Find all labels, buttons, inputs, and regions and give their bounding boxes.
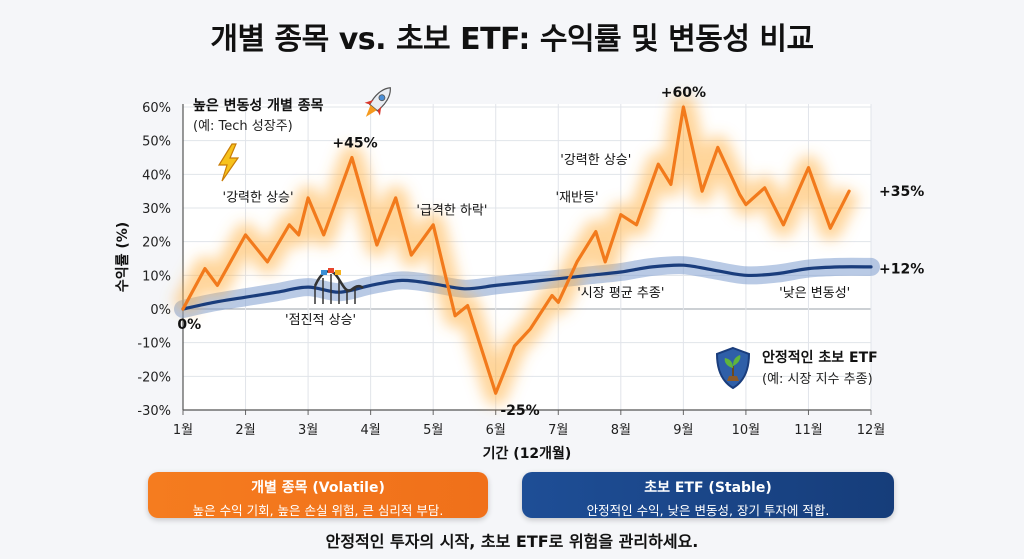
- x-tick-label: 5월: [423, 423, 443, 438]
- x-tick-label: 3월: [298, 423, 318, 438]
- annotations: +45% +60% -25% 0% +35% +12% '강력한 상승' '급격한 하락' '강…: [177, 85, 924, 419]
- x-axis-label: 기간 (12개월): [483, 445, 572, 462]
- annotation-label: '시장 평균 추종': [577, 286, 664, 301]
- legend-stable-desc: 안정적인 수익, 낮은 변동성, 장기 투자에 적합.: [586, 503, 830, 518]
- y-tick-label: 10%: [142, 269, 171, 284]
- volatile-series-line: [181, 105, 851, 395]
- y-tick-label: 0%: [150, 303, 171, 318]
- annotation-label: -25%: [500, 403, 539, 419]
- legend-stable: 초보 ETF (Stable) 안정적인 수익, 낮은 변동성, 장기 투자에 …: [522, 472, 894, 518]
- y-axis: -30% -20% -10% 0% 10% 20% 30% 40% 50% 60%: [137, 101, 184, 419]
- stable-series-name: 안정적인 초보 ETF: [762, 349, 878, 366]
- y-tick-label: 60%: [142, 101, 171, 116]
- y-axis-label: 수익률 (%): [114, 222, 131, 292]
- volatile-series-subtitle: (예: Tech 성장주): [193, 119, 293, 134]
- legend-volatile: 개별 종목 (Volatile) 높은 수익 기회, 높은 손실 위험, 큰 심…: [148, 472, 488, 518]
- annotation-label: +45%: [332, 136, 377, 152]
- y-tick-label: 40%: [142, 168, 171, 183]
- annotation-label: +60%: [661, 85, 706, 101]
- rollercoaster-icon: [313, 268, 364, 304]
- y-tick-label: -30%: [137, 404, 171, 419]
- x-tick-label: 10월: [732, 423, 761, 438]
- y-tick-label: 20%: [142, 236, 171, 251]
- x-tick-label: 2월: [235, 423, 255, 438]
- x-tick-label: 7월: [548, 423, 568, 438]
- annotation-label: +12%: [879, 262, 924, 278]
- x-tick-label: 8월: [611, 423, 631, 438]
- y-tick-label: -20%: [137, 370, 171, 385]
- page-title: 개별 종목 vs. 초보 ETF: 수익률 및 변동성 비교: [210, 22, 814, 57]
- annotation-label: '급격한 하락': [416, 204, 487, 219]
- stable-line-path: [181, 263, 873, 311]
- annotation-label: '강력한 상승': [223, 190, 294, 205]
- footer-tagline: 안정적인 투자의 시작, 초보 ETF로 위험을 관리하세요.: [325, 532, 699, 551]
- rocket-icon: [364, 87, 391, 117]
- x-tick-label: 11월: [794, 423, 823, 438]
- stable-series-subtitle: (예: 시장 지수 추종): [762, 372, 873, 387]
- y-tick-label: -10%: [137, 337, 171, 352]
- annotation-label: '재반등': [556, 190, 599, 205]
- x-axis: 1월 2월 3월 4월 5월 6월 7월 8월 9월 10월 11월 12월: [173, 409, 886, 438]
- annotation-label: '낮은 변동성': [779, 286, 850, 301]
- x-tick-label: 6월: [486, 423, 506, 438]
- x-tick-label: 4월: [361, 423, 381, 438]
- stable-series-line: [181, 263, 873, 311]
- legend-volatile-title: 개별 종목 (Volatile): [251, 480, 385, 496]
- legend-stable-title: 초보 ETF (Stable): [644, 480, 772, 496]
- y-tick-label: 30%: [142, 202, 171, 217]
- legend-volatile-desc: 높은 수익 기회, 높은 손실 위험, 큰 심리적 부담.: [192, 503, 444, 518]
- annotation-label: +35%: [879, 184, 924, 200]
- volatile-line-path: [181, 105, 851, 395]
- annotation-label: '강력한 상승': [560, 153, 631, 168]
- line-chart: -30% -20% -10% 0% 10% 20% 30% 40% 50% 60% 1월 2월 3월 4…: [114, 85, 924, 462]
- y-tick-label: 50%: [142, 135, 171, 150]
- annotation-label: 0%: [177, 317, 201, 333]
- annotation-label: '점진적 상승': [285, 313, 356, 328]
- volatile-series-name: 높은 변동성 개별 종목: [193, 97, 324, 114]
- x-tick-label: 12월: [857, 423, 886, 438]
- lightning-icon: [217, 143, 240, 182]
- x-tick-label: 9월: [673, 423, 693, 438]
- shield-plant-icon: [715, 346, 751, 390]
- x-tick-label: 1월: [173, 423, 193, 438]
- plot-area: [183, 104, 871, 410]
